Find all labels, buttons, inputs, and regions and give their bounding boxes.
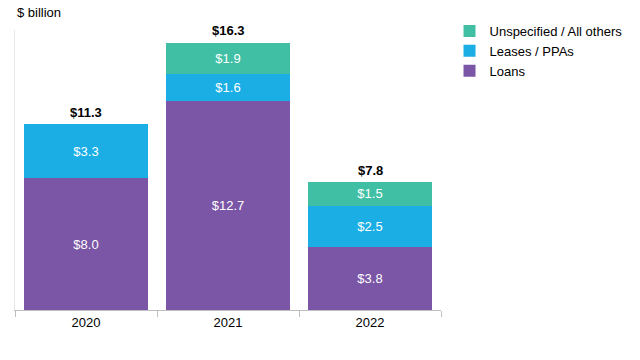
svg-text:$16.3: $16.3 [212, 23, 245, 38]
svg-text:$7.8: $7.8 [358, 163, 383, 178]
svg-text:$ billion: $ billion [17, 5, 61, 20]
svg-text:2020: 2020 [72, 315, 101, 330]
svg-text:Leases / PPAs: Leases / PPAs [490, 44, 575, 59]
svg-text:$3.8: $3.8 [357, 271, 382, 286]
svg-text:2021: 2021 [214, 315, 243, 330]
svg-text:Unspecified / All others: Unspecified / All others [490, 24, 623, 39]
svg-text:$8.0: $8.0 [73, 237, 98, 252]
svg-text:$1.6: $1.6 [215, 80, 240, 95]
svg-text:$3.3: $3.3 [73, 144, 98, 159]
svg-text:2022: 2022 [356, 315, 385, 330]
svg-text:Loans: Loans [490, 64, 526, 79]
svg-text:$1.9: $1.9 [215, 51, 240, 66]
svg-text:$1.5: $1.5 [357, 186, 382, 201]
svg-text:$11.3: $11.3 [70, 105, 102, 120]
svg-text:$12.7: $12.7 [212, 198, 245, 213]
svg-text:$2.5: $2.5 [357, 219, 382, 234]
